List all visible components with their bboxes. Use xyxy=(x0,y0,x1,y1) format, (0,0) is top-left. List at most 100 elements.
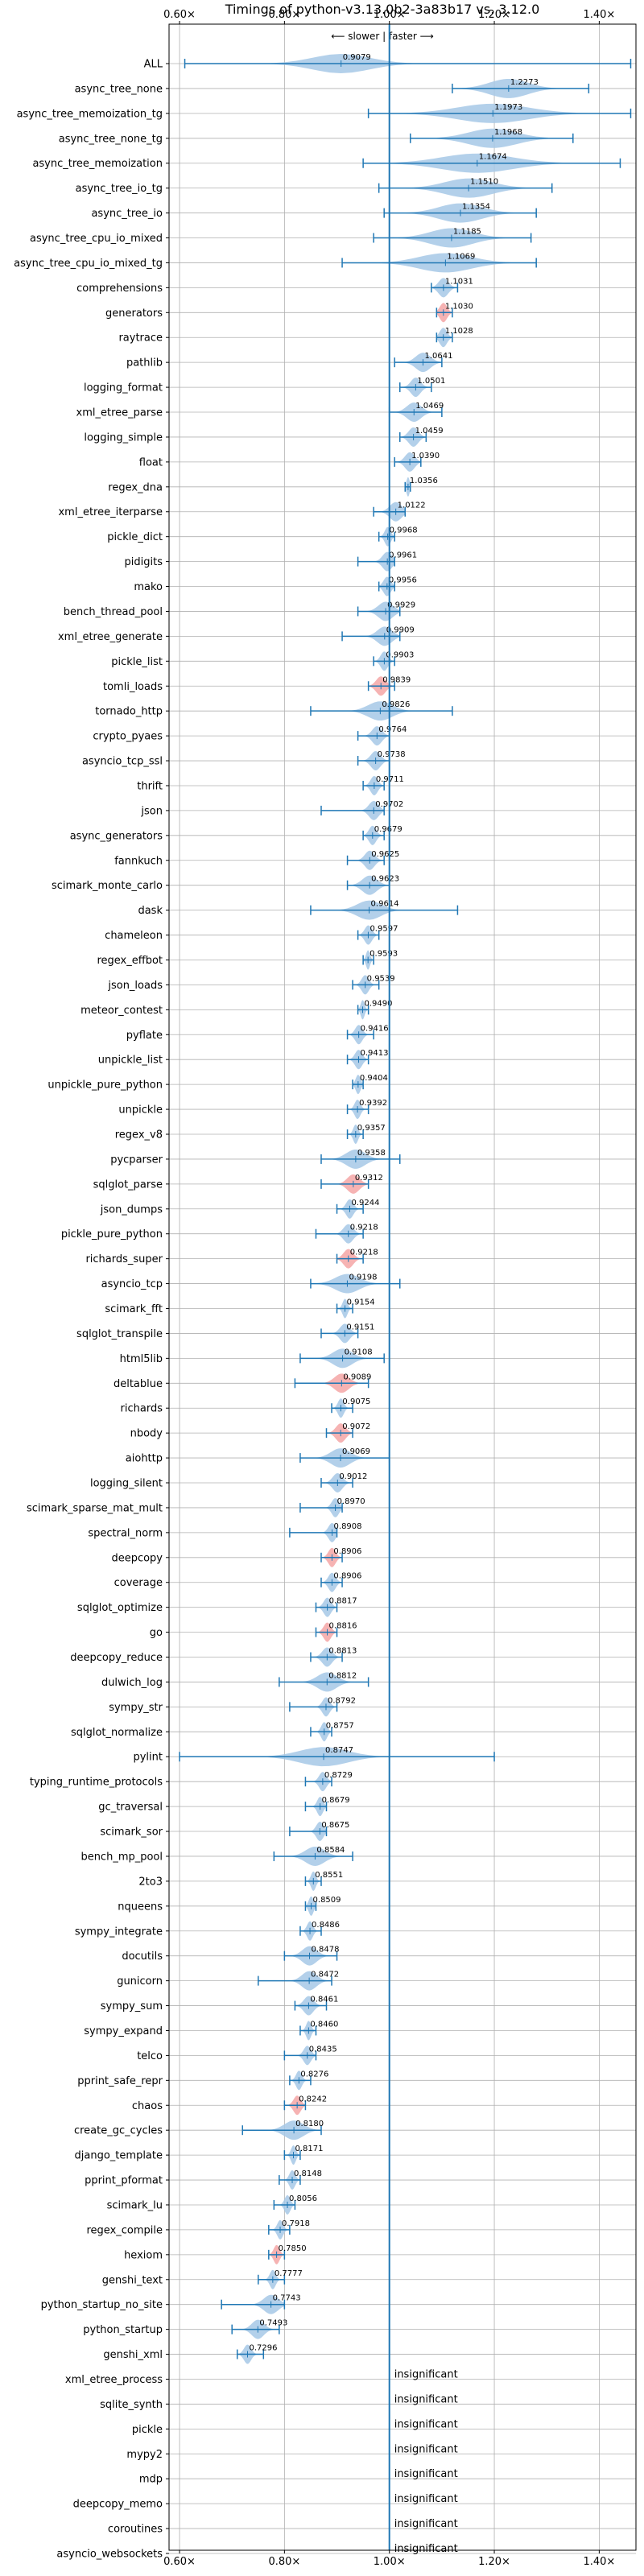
benchmark-label: tornado_http xyxy=(95,706,163,718)
value-label: 1.0356 xyxy=(410,477,438,485)
benchmark-label: genshi_xml xyxy=(103,2349,163,2361)
value-label: 0.8729 xyxy=(324,1771,353,1780)
benchmark-label: xml_etree_parse xyxy=(76,407,163,419)
benchmark-label: json_loads xyxy=(107,980,163,992)
benchmark-label: async_generators xyxy=(70,830,163,842)
benchmark-label: deltablue xyxy=(114,1378,163,1390)
x-tick-label-top: 1.00× xyxy=(374,9,406,21)
benchmark-label: sqlglot_normalize xyxy=(71,1727,163,1739)
value-label: 0.9358 xyxy=(357,1149,386,1158)
benchmark-label: sqlglot_optimize xyxy=(77,1602,163,1614)
benchmark-label-insignificant: deepcopy_memo xyxy=(73,2499,163,2511)
benchmark-label: go xyxy=(150,1627,163,1639)
value-label: 0.7296 xyxy=(249,2344,277,2353)
value-label: 1.1031 xyxy=(445,277,473,286)
benchmark-label: regex_v8 xyxy=(115,1129,163,1141)
value-label: 0.8816 xyxy=(329,1622,357,1631)
value-label: 0.7493 xyxy=(259,2319,287,2328)
benchmark-label: pickle_list xyxy=(111,656,163,668)
value-label: 1.1968 xyxy=(494,128,522,137)
benchmark-label: fannkuch xyxy=(114,855,163,867)
benchmark-label-insignificant: mypy2 xyxy=(126,2449,163,2461)
benchmark-label-insignificant: xml_etree_process xyxy=(65,2374,163,2386)
benchmark-label: scimark_sparse_mat_mult xyxy=(27,1502,163,1514)
benchmark-label: mako xyxy=(134,581,163,593)
benchmark-label: pickle_pure_python xyxy=(61,1228,163,1241)
value-label: 0.8171 xyxy=(295,2145,324,2153)
value-label: 0.8435 xyxy=(309,2045,337,2054)
benchmark-label: genshi_text xyxy=(102,2274,163,2286)
insignificant-label: insignificant xyxy=(394,2368,458,2380)
benchmark-label: async_tree_memoization_tg xyxy=(17,108,163,120)
value-label: 0.9075 xyxy=(342,1397,370,1406)
x-tick-label-bottom: 1.00× xyxy=(374,2556,406,2568)
value-label: 0.9357 xyxy=(357,1124,386,1133)
benchmark-label: regex_effbot xyxy=(97,955,163,967)
value-label: 1.1510 xyxy=(470,178,498,187)
benchmark-label: crypto_pyaes xyxy=(93,731,163,743)
value-label: 0.8276 xyxy=(300,2070,328,2079)
value-label: 0.9679 xyxy=(374,825,402,834)
insignificant-label: insignificant xyxy=(394,2393,458,2405)
benchmark-label: chameleon xyxy=(105,930,163,942)
value-label: 1.2273 xyxy=(510,78,539,87)
value-label: 0.9404 xyxy=(360,1074,388,1083)
benchmark-label: logging_simple xyxy=(84,431,163,444)
value-label: 0.8584 xyxy=(316,1846,345,1855)
benchmark-label: logging_silent xyxy=(90,1478,163,1490)
value-label: 0.9826 xyxy=(382,700,410,709)
benchmark-label: pprint_pformat xyxy=(85,2175,163,2187)
benchmark-label: comprehensions xyxy=(76,283,163,295)
value-label: 0.9593 xyxy=(369,949,398,958)
benchmark-label: async_tree_none xyxy=(75,83,163,95)
benchmark-label: python_startup xyxy=(83,2324,163,2336)
value-label: 0.9968 xyxy=(390,526,418,535)
benchmark-label: regex_dna xyxy=(108,481,163,493)
insignificant-label: insignificant xyxy=(394,2443,458,2455)
value-label: 0.8461 xyxy=(310,1996,338,2004)
benchmark-label: deepcopy xyxy=(111,1552,163,1564)
value-label: 0.8486 xyxy=(312,1921,340,1930)
value-label: 0.8180 xyxy=(295,2120,324,2128)
value-label: 0.9151 xyxy=(346,1323,374,1331)
benchmark-label: telco xyxy=(137,2050,163,2062)
benchmark-label-insignificant: mdp xyxy=(139,2474,163,2486)
value-label: 0.8908 xyxy=(334,1522,362,1531)
benchmark-label: scimark_lu xyxy=(107,2199,163,2211)
x-tick-label-top: 0.60× xyxy=(163,9,196,21)
benchmark-label: float xyxy=(139,456,163,469)
benchmark-label: coverage xyxy=(114,1577,163,1589)
benchmark-label: deepcopy_reduce xyxy=(70,1652,163,1664)
value-label: 0.9218 xyxy=(350,1224,378,1232)
value-label: 0.9392 xyxy=(359,1099,387,1108)
value-label: 0.9623 xyxy=(371,875,399,884)
benchmark-label: pprint_safe_repr xyxy=(77,2075,163,2087)
benchmark-label: asyncio_tcp xyxy=(101,1278,163,1290)
value-label: 0.8747 xyxy=(325,1746,353,1755)
benchmark-label: create_gc_cycles xyxy=(74,2125,163,2137)
value-label: 1.1069 xyxy=(447,252,475,261)
benchmark-label: gc_traversal xyxy=(98,1802,163,1814)
insignificant-label: insignificant xyxy=(394,2518,458,2530)
benchmark-label: django_template xyxy=(75,2150,163,2162)
benchmark-label: richards xyxy=(121,1403,163,1415)
value-label: 0.9154 xyxy=(347,1298,375,1307)
benchmark-label: sympy_expand xyxy=(84,2025,163,2037)
benchmark-label: scimark_fft xyxy=(105,1303,163,1315)
benchmark-label: html5lib xyxy=(120,1353,163,1365)
value-label: 0.9218 xyxy=(350,1249,378,1257)
value-label: 0.8906 xyxy=(333,1547,361,1556)
value-label: 0.9244 xyxy=(351,1199,379,1208)
value-label: 0.9069 xyxy=(342,1447,370,1456)
value-label: 0.8056 xyxy=(289,2194,317,2203)
value-label: 0.9198 xyxy=(349,1274,377,1282)
value-label: 0.8460 xyxy=(310,2020,338,2029)
value-label: 0.9614 xyxy=(371,900,399,909)
value-label: 0.7918 xyxy=(282,2219,310,2228)
insignificant-label: insignificant xyxy=(394,2543,458,2555)
value-label: 1.0469 xyxy=(415,402,444,411)
benchmark-label: pidigits xyxy=(125,556,163,568)
benchmark-label: unpickle_pure_python xyxy=(47,1080,163,1092)
benchmark-label: async_tree_cpu_io_mixed xyxy=(30,233,163,245)
benchmark-label: async_tree_memoization xyxy=(32,158,163,170)
